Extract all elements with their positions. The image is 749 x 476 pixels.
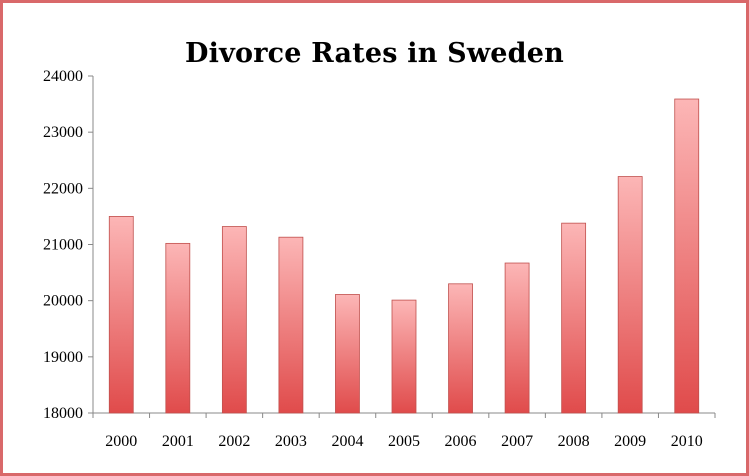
x-tick-label: 2006: [445, 433, 477, 450]
y-tick-label: 24000: [43, 68, 83, 85]
y-tick-label: 19000: [43, 349, 83, 366]
y-tick-label: 18000: [43, 405, 83, 422]
y-tick-label: 20000: [43, 293, 83, 310]
x-tick-label: 2008: [558, 433, 590, 450]
x-tick-label: 2007: [501, 433, 533, 450]
x-tick-label: 2001: [162, 433, 194, 450]
x-tick-label: 2010: [671, 433, 703, 450]
bar-2004: [335, 294, 360, 414]
bar-2001: [165, 242, 191, 414]
bar-2009: [617, 176, 643, 414]
bar-2000: [108, 216, 134, 414]
bar-2003: [278, 236, 304, 414]
bar-2007: [504, 262, 530, 414]
chart-title: Divorce Rates in Sweden: [185, 38, 564, 69]
y-tick-label: 21000: [43, 237, 83, 254]
x-tick-label: 2005: [388, 433, 420, 450]
x-tick-label: 2009: [614, 433, 646, 450]
x-tick-label: 2004: [331, 433, 363, 450]
bar-2006: [448, 283, 473, 414]
y-tick-label: 23000: [43, 124, 83, 141]
x-tick-label: 2003: [275, 433, 307, 450]
bar-2010: [674, 98, 700, 414]
x-tick-label: 2002: [218, 433, 250, 450]
y-tick-label: 22000: [43, 180, 83, 197]
bar-2008: [561, 222, 587, 414]
bar-2005: [391, 299, 417, 414]
bar-2002: [221, 226, 247, 414]
x-tick-label: 2000: [105, 433, 137, 450]
